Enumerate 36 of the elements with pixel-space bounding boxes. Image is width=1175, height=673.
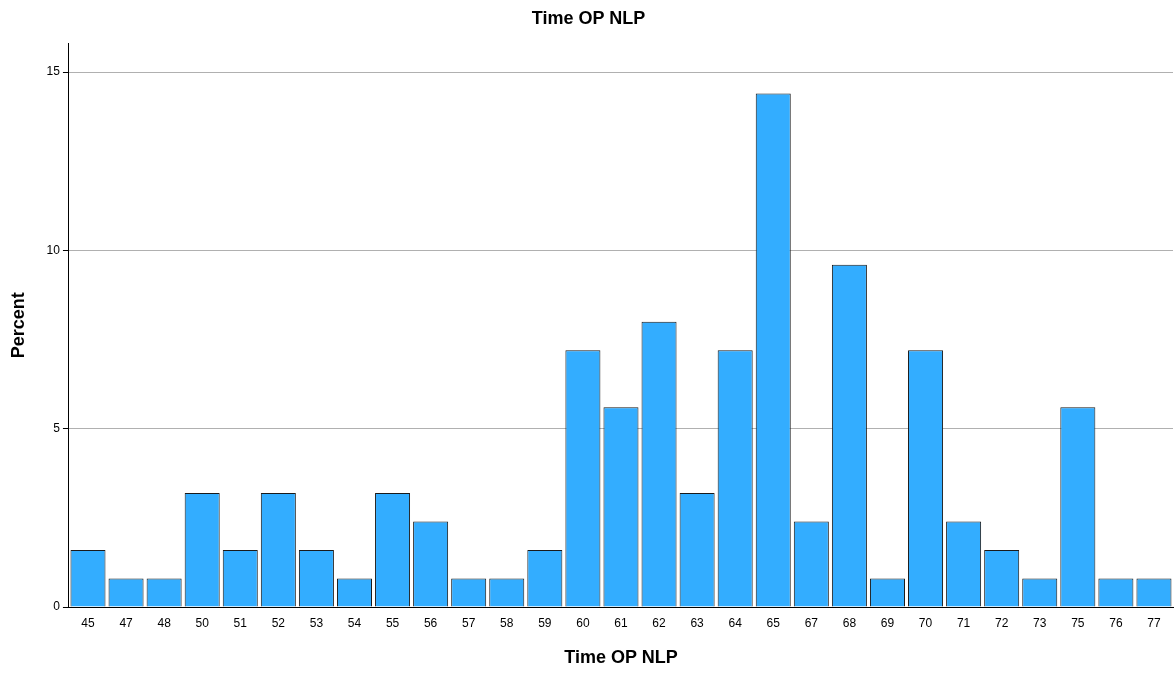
x-tick-label: 59 bbox=[538, 615, 552, 630]
x-tick-label: 57 bbox=[462, 615, 476, 630]
x-tick-label: 71 bbox=[956, 615, 971, 630]
x-tick-label: 63 bbox=[690, 615, 705, 630]
x-tick-label: 48 bbox=[157, 615, 172, 630]
x-tick-label: 47 bbox=[119, 615, 134, 630]
x-tick-label: 58 bbox=[500, 615, 514, 630]
x-tick-label: 55 bbox=[385, 615, 400, 630]
x-tick-label: 65 bbox=[766, 615, 781, 630]
x-tick-label: 69 bbox=[880, 615, 895, 630]
x-tick-label: 72 bbox=[995, 615, 1009, 630]
x-tick-label: 70 bbox=[918, 615, 933, 630]
x-tick-label: 51 bbox=[233, 615, 248, 630]
x-tick-label: 64 bbox=[728, 615, 743, 630]
x-tick-label: 45 bbox=[81, 615, 95, 630]
x-tick-label: 50 bbox=[195, 615, 210, 630]
x-tick-label: 60 bbox=[576, 615, 590, 630]
chart-title: Time OP NLP bbox=[531, 7, 646, 28]
x-tick-label: 52 bbox=[271, 615, 286, 630]
y-tick-label: 5 bbox=[53, 421, 61, 436]
x-tick-label: 54 bbox=[347, 615, 362, 630]
x-tick-label: 62 bbox=[652, 615, 667, 630]
x-tick-label: 61 bbox=[614, 615, 628, 630]
y-tick-label: 10 bbox=[46, 242, 61, 257]
x-axis-title: Time OP NLP bbox=[564, 647, 678, 668]
x-tick-label: 67 bbox=[804, 615, 819, 630]
x-tick-label: 56 bbox=[423, 615, 438, 630]
y-axis-title: Percent bbox=[7, 292, 28, 359]
x-tick-label: 76 bbox=[1109, 615, 1123, 630]
x-tick-label: 73 bbox=[1033, 615, 1047, 630]
x-tick-label: 75 bbox=[1071, 615, 1085, 630]
x-tick-label: 68 bbox=[842, 615, 857, 630]
y-tick-label: 0 bbox=[53, 599, 61, 614]
x-tick-label: 77 bbox=[1147, 615, 1161, 630]
x-tick-label: 53 bbox=[309, 615, 324, 630]
y-tick-label: 15 bbox=[46, 64, 61, 79]
